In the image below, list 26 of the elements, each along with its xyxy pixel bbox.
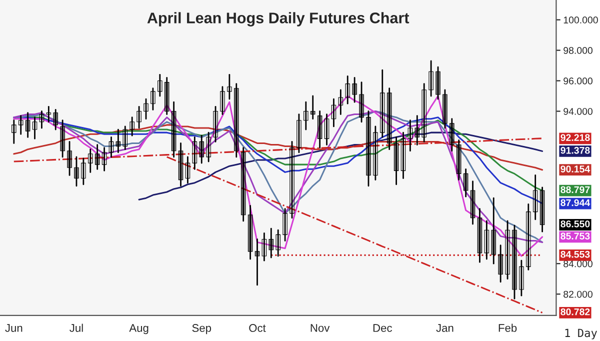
- x-tick-label: Aug: [129, 324, 148, 334]
- x-tick-label: Feb: [498, 324, 517, 332]
- x-tick-label: Oct: [249, 324, 266, 332]
- data-label: 92.218: [560, 134, 590, 141]
- x-tick-label: Jul: [70, 324, 83, 332]
- x-tick-label: Jun: [5, 324, 22, 332]
- y-tick-label: 96.000: [564, 77, 592, 84]
- data-label: 87.944: [560, 199, 590, 206]
- annotation: 86.550: [560, 220, 590, 228]
- text: April Lean Hogs Daily Futures Chart: [147, 12, 410, 26]
- y-tick-label: 100.000: [564, 16, 598, 24]
- x-tick-label: Jan: [436, 324, 454, 332]
- y-tick-label: 94.000: [564, 108, 592, 115]
- x-tick-label: Sep: [192, 324, 212, 334]
- text: 1 Day: [565, 328, 598, 340]
- data-label: 88.797: [560, 186, 590, 194]
- data-label: 80.782: [560, 308, 590, 316]
- data-label: 85.753: [560, 232, 590, 240]
- y-tick-label: 84.000: [564, 260, 592, 268]
- data-label: 84.553: [560, 250, 590, 258]
- data-label: 91.378: [560, 146, 590, 154]
- y-tick-label: 98.000: [564, 47, 592, 54]
- x-tick-label: Dec: [373, 324, 392, 332]
- y-tick-label: 82.000: [564, 290, 592, 298]
- data-label: 90.154: [560, 166, 590, 172]
- x-tick-label: Nov: [310, 324, 330, 332]
